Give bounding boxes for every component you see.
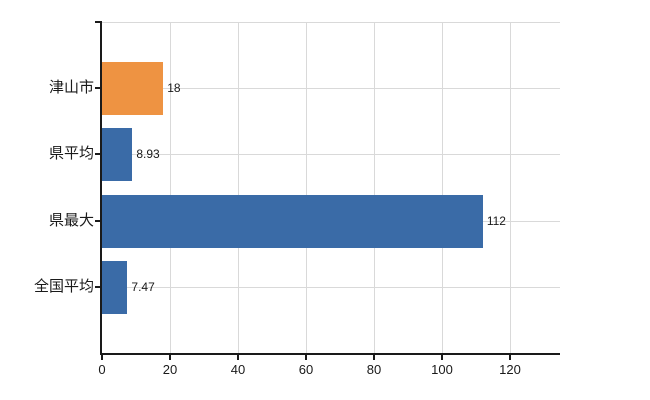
category-label: 県平均 (48, 145, 94, 162)
x-axis (100, 353, 560, 355)
y-axis-tick (95, 286, 102, 288)
x-tick-label: 40 (230, 362, 246, 377)
vertical-gridline (510, 22, 512, 353)
bar-value-label: 7.47 (131, 280, 155, 294)
x-axis-tick (373, 353, 375, 360)
bar-value-label: 18 (167, 81, 181, 95)
bar-value-label: 8.93 (136, 147, 160, 161)
horizontal-gridline (102, 287, 560, 288)
x-tick-label: 100 (431, 362, 453, 377)
category-label: 全国平均 (33, 278, 94, 295)
bar (102, 61, 164, 115)
vertical-gridline (238, 22, 239, 353)
y-axis-tick (95, 153, 102, 155)
x-tick-label: 0 (98, 362, 106, 377)
vertical-gridline (442, 22, 443, 353)
x-axis-tick (101, 353, 103, 360)
category-label: 県最大 (48, 212, 94, 229)
horizontal-gridline (102, 154, 560, 155)
y-axis (100, 22, 102, 355)
horizontal-gridline (102, 88, 560, 89)
x-tick-label: 80 (366, 362, 382, 377)
bar-value-label: 112 (486, 214, 506, 228)
x-tick-label: 120 (499, 362, 521, 377)
x-axis-tick (169, 353, 171, 360)
x-axis-tick (305, 353, 307, 360)
bar (102, 260, 128, 314)
bar (102, 194, 483, 248)
y-axis-tick (95, 87, 102, 89)
vertical-gridline (170, 22, 171, 353)
x-axis-tick (509, 353, 512, 360)
x-tick-label: 20 (162, 362, 178, 377)
x-tick-label: 60 (298, 362, 314, 377)
vertical-gridline (306, 22, 307, 353)
y-axis-tick (95, 220, 102, 222)
x-axis-tick (441, 353, 443, 360)
vertical-gridline (374, 22, 375, 353)
x-axis-tick (237, 353, 239, 360)
y-axis-end-tick (95, 21, 102, 23)
bar (102, 127, 133, 181)
plot-area (102, 22, 560, 353)
category-label: 津山市 (48, 79, 94, 96)
